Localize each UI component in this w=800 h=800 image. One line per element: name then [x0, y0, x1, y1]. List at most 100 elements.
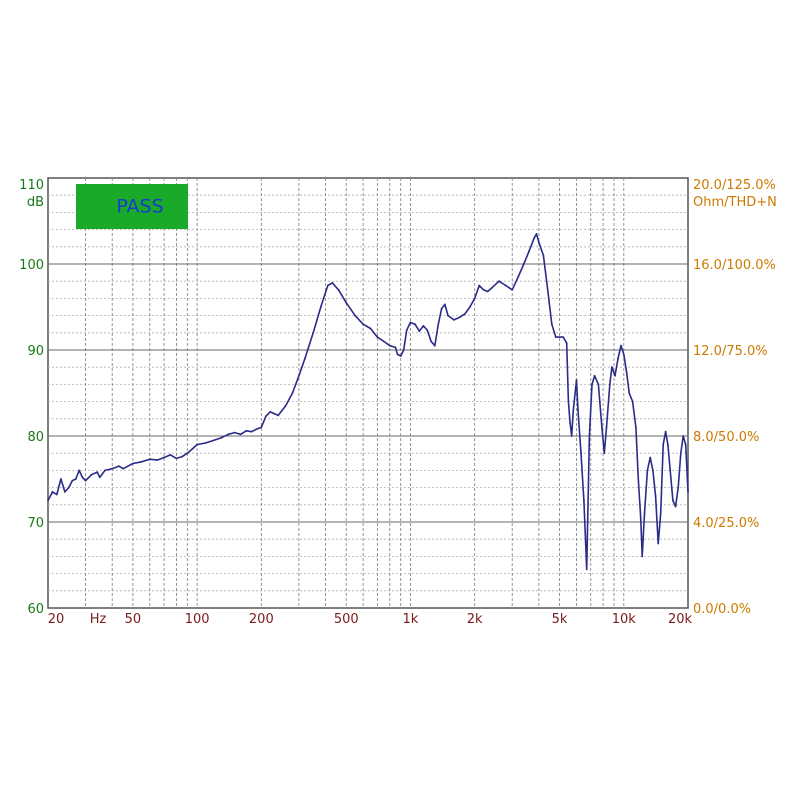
data-point [569, 422, 571, 424]
response-points [47, 233, 689, 571]
data-point [533, 237, 535, 240]
data-point [453, 319, 455, 321]
data-point [478, 284, 481, 287]
status-badge-box [76, 184, 188, 229]
left-axis-tick-label: 100 [19, 258, 44, 273]
data-point [447, 314, 449, 317]
data-point [376, 336, 379, 338]
data-point [522, 263, 525, 265]
data-point [78, 469, 81, 472]
right-axis-label-top: 20.0/125.0% [693, 178, 776, 193]
data-point [220, 436, 223, 439]
data-point [64, 491, 66, 493]
data-point [504, 284, 507, 287]
data-point [498, 280, 500, 283]
data-point [652, 469, 654, 472]
data-point [175, 457, 178, 460]
data-point [679, 452, 682, 455]
data-point [81, 476, 84, 479]
data-point [396, 353, 399, 356]
data-point [163, 456, 166, 459]
data-point [659, 512, 662, 515]
data-point [156, 459, 159, 461]
data-point [213, 439, 215, 442]
data-point [444, 303, 446, 306]
data-point [631, 400, 634, 403]
data-point [74, 478, 77, 480]
left-axis-label-top: 110 [19, 178, 44, 193]
data-point [388, 344, 391, 347]
data-point [422, 325, 425, 327]
data-point [265, 415, 267, 418]
data-point [672, 499, 674, 502]
data-point [426, 329, 429, 332]
data-point [430, 340, 432, 343]
data-point [517, 276, 520, 278]
data-point [205, 442, 207, 444]
data-point [250, 430, 253, 433]
x-axis-tick-label: 1k [403, 612, 419, 627]
data-point [473, 297, 476, 300]
data-point [298, 374, 300, 377]
data-point [684, 443, 687, 446]
data-point [284, 405, 287, 407]
data-point [667, 443, 669, 446]
data-point [71, 479, 74, 482]
data-point [104, 469, 106, 472]
data-point [601, 426, 603, 429]
data-point [614, 374, 616, 377]
data-point [591, 383, 593, 386]
data-point [181, 455, 184, 458]
data-point [639, 516, 642, 519]
plot-area [47, 177, 689, 609]
data-point [597, 383, 600, 386]
data-point [405, 329, 408, 332]
x-axis-tick-label: 200 [249, 612, 274, 627]
left-axis-tick-label: 60 [27, 602, 44, 617]
data-point [239, 433, 242, 436]
data-point [191, 448, 194, 450]
data-point [98, 476, 101, 479]
data-point [409, 321, 412, 324]
x-axis-tick-label: 100 [185, 612, 210, 627]
data-point [572, 409, 575, 412]
data-point [617, 357, 619, 360]
data-point [326, 284, 329, 287]
data-point [312, 331, 315, 334]
x-axis-tick-label: 5k [552, 612, 568, 627]
data-point [580, 452, 582, 455]
data-point [291, 392, 294, 394]
right-axis-tick-label: 8.0/50.0% [693, 430, 759, 445]
data-point [593, 374, 596, 377]
data-point [414, 323, 416, 326]
data-point [319, 306, 322, 308]
data-point [674, 505, 677, 508]
left-axis-tick-label: 90 [27, 344, 44, 359]
data-point [546, 288, 549, 291]
data-point [625, 370, 628, 373]
data-point [186, 452, 189, 455]
data-point [67, 486, 70, 489]
data-point [511, 288, 514, 291]
data-point [60, 478, 62, 480]
data-point [635, 426, 637, 429]
data-point [437, 323, 440, 326]
data-point [577, 409, 579, 412]
data-point [84, 479, 87, 482]
data-point [490, 287, 493, 289]
x-axis-tick-label: 20k [668, 612, 693, 627]
data-point [535, 233, 538, 235]
data-point [55, 493, 58, 496]
data-point [657, 542, 660, 545]
data-point [196, 443, 199, 446]
right-axis-unit: Ohm/THD+N [693, 195, 777, 210]
data-point [227, 433, 230, 436]
data-point [588, 435, 591, 437]
data-point [603, 452, 606, 455]
data-point [90, 473, 93, 476]
data-point [51, 491, 54, 493]
data-point [111, 467, 114, 470]
data-point [96, 471, 99, 473]
data-point [554, 336, 557, 338]
